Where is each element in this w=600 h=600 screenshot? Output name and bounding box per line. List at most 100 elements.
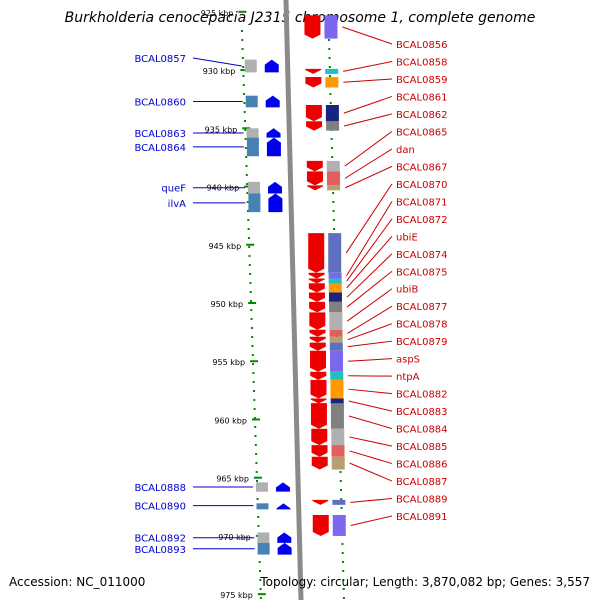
gene-label: queF — [161, 184, 186, 195]
gene-label-leader — [346, 201, 393, 276]
ruler-dot — [244, 120, 246, 122]
gene-label-leader — [347, 340, 393, 348]
ruler-dot — [251, 354, 254, 356]
reverse-gene-arrow — [310, 379, 327, 399]
ruler-dot — [246, 201, 249, 203]
gene-label-leader — [349, 462, 393, 482]
reverse-gene-arrow — [312, 514, 329, 536]
gene-function-box — [327, 185, 341, 191]
gene-label: BCAL0871 — [396, 197, 448, 208]
ruler-dot — [330, 147, 333, 149]
gene-label: BCAL0892 — [134, 534, 186, 545]
ruler-dot — [341, 561, 344, 563]
gene-function-box — [331, 456, 345, 470]
gene-label: BCAL0856 — [396, 40, 448, 51]
gene-function-box — [331, 445, 345, 457]
forward-gene-arrow — [268, 181, 283, 194]
reverse-gene-arrow — [309, 312, 326, 330]
gene-label: ubiB — [396, 285, 418, 296]
gene-label: BCAL0883 — [396, 407, 448, 418]
gene-label-leader — [350, 515, 393, 526]
ruler-dot — [342, 588, 345, 590]
gene-function-box — [329, 312, 343, 330]
ruler-dot — [243, 102, 246, 104]
ruler-dot — [253, 408, 256, 410]
gene-label-leader — [342, 26, 393, 45]
kbp-tick-label: 965 kbp — [216, 475, 249, 484]
reverse-gene-arrow — [304, 15, 321, 39]
ruler-dot — [243, 111, 246, 113]
ruler-dot — [328, 39, 331, 41]
gene-function-box — [330, 398, 344, 404]
ruler-dot — [258, 561, 261, 563]
ruler-dot — [245, 156, 248, 158]
ruler-dot — [329, 93, 332, 95]
gene-label-leader — [344, 131, 393, 167]
ruler-dot — [255, 471, 258, 473]
gene-function-box — [257, 542, 270, 555]
gene-label-leader — [348, 400, 393, 412]
gene-function-box — [248, 181, 261, 194]
gene-label: BCAL0882 — [396, 390, 448, 401]
ruler-dot — [248, 246, 251, 248]
gene-label-leader — [343, 95, 393, 114]
ruler-dot — [249, 282, 252, 284]
ruler-dot — [253, 390, 255, 392]
reverse-gene-arrow — [310, 371, 327, 380]
gene-function-box — [330, 403, 344, 429]
gene-label-leader — [345, 183, 393, 254]
reverse-gene-arrow — [308, 278, 325, 284]
ruler-dot — [259, 579, 262, 581]
reverse-gene-arrow — [311, 428, 328, 446]
gene-label: BCAL0886 — [396, 460, 448, 471]
left-ruler — [241, 30, 262, 599]
ruler-dot — [242, 75, 245, 77]
kbp-tick-label: 945 kbp — [209, 242, 242, 251]
gene-label-leader — [347, 288, 393, 322]
ruler-dot — [247, 237, 250, 239]
ruler-dot — [340, 507, 343, 509]
reverse-gene-arrow — [310, 398, 327, 404]
reverse-gene-arrow — [306, 171, 323, 186]
gene-label: BCAL0889 — [396, 495, 448, 506]
gene-label-leader — [349, 450, 393, 465]
ruler-dot — [340, 498, 343, 500]
ruler-dot — [251, 345, 254, 347]
ruler-dot — [333, 228, 336, 230]
gene-function-box — [328, 292, 342, 302]
kbp-tick-label: 950 kbp — [210, 300, 243, 309]
reverse-gene-arrow — [308, 272, 325, 279]
gene-label: BCAL0890 — [134, 502, 186, 513]
forward-gene-arrow — [265, 95, 280, 108]
reverse-gene-arrow — [310, 403, 327, 429]
gene-label: BCAL0884 — [396, 425, 448, 436]
gene-function-box — [326, 121, 340, 131]
ruler-dot — [328, 48, 331, 50]
ruler-dot — [257, 516, 260, 518]
forward-gene-arrow — [277, 542, 292, 555]
reverse-gene-arrow — [310, 350, 327, 372]
gene-label: BCAL0887 — [396, 477, 448, 488]
ruler-dot — [255, 462, 258, 464]
gene-label-leader — [346, 235, 393, 289]
ruler-dot — [242, 84, 245, 86]
kbp-tick-label: 935 kbp — [205, 125, 238, 134]
gene-label: BCAL0864 — [134, 143, 186, 154]
ruler-dot — [256, 498, 259, 500]
ruler-dot — [247, 228, 250, 230]
gene-label: BCAL0874 — [396, 250, 448, 261]
ruler-dot — [254, 444, 257, 446]
gene-label-leader — [347, 358, 393, 362]
gene-function-box — [328, 278, 342, 284]
gene-label-leader — [344, 165, 393, 189]
ruler-dot — [241, 57, 244, 59]
reverse-gene-arrow — [306, 121, 323, 131]
gene-label: aspS — [396, 355, 420, 366]
ruler-dot — [259, 597, 262, 599]
ruler-dot — [257, 525, 260, 527]
gene-label: BCAL0893 — [134, 545, 186, 556]
ruler-dot — [259, 570, 261, 572]
gene-function-box — [325, 105, 339, 122]
ruler-dot — [253, 417, 256, 419]
gene-function-box — [329, 301, 343, 313]
